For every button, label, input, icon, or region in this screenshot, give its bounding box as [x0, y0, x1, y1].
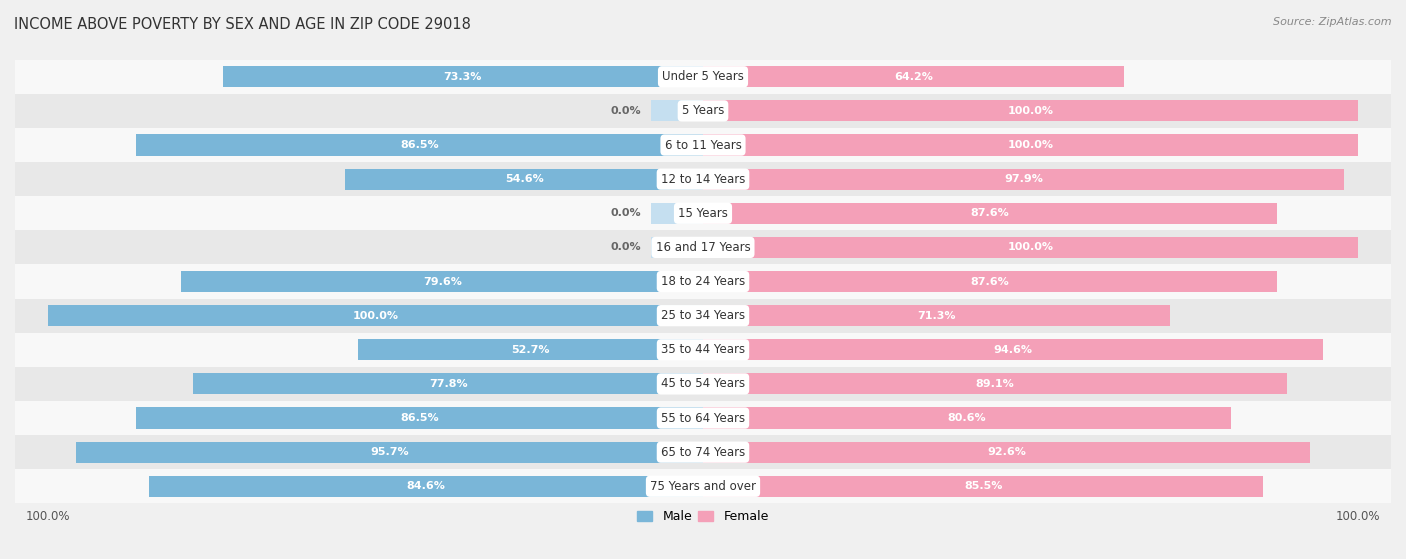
Bar — [15, 333, 1391, 367]
Bar — [15, 299, 1391, 333]
Text: 55 to 64 Years: 55 to 64 Years — [661, 411, 745, 424]
Text: 54.6%: 54.6% — [505, 174, 544, 184]
Text: 25 to 34 Years: 25 to 34 Years — [661, 309, 745, 322]
Bar — [703, 271, 1277, 292]
Text: 0.0%: 0.0% — [610, 209, 641, 218]
Bar — [181, 271, 703, 292]
Text: 73.3%: 73.3% — [444, 72, 482, 82]
Text: 0.0%: 0.0% — [610, 243, 641, 253]
Text: 71.3%: 71.3% — [917, 311, 956, 321]
Text: 100.0%: 100.0% — [353, 311, 398, 321]
Bar — [703, 169, 1344, 190]
Bar — [15, 401, 1391, 435]
Text: 65 to 74 Years: 65 to 74 Years — [661, 446, 745, 459]
Bar — [15, 60, 1391, 94]
Text: 100.0%: 100.0% — [1008, 140, 1053, 150]
Text: 87.6%: 87.6% — [970, 209, 1010, 218]
Bar — [703, 237, 1358, 258]
Bar — [703, 305, 1170, 326]
Bar — [222, 66, 703, 87]
Bar — [703, 66, 1123, 87]
Text: Under 5 Years: Under 5 Years — [662, 70, 744, 83]
Bar — [703, 373, 1286, 395]
Text: 80.6%: 80.6% — [948, 413, 987, 423]
Bar — [193, 373, 703, 395]
Text: 87.6%: 87.6% — [970, 277, 1010, 287]
Text: 5 Years: 5 Years — [682, 105, 724, 117]
Text: 16 and 17 Years: 16 and 17 Years — [655, 241, 751, 254]
Text: 85.5%: 85.5% — [965, 481, 1002, 491]
Bar — [15, 264, 1391, 299]
Text: 75 Years and over: 75 Years and over — [650, 480, 756, 493]
Text: 6 to 11 Years: 6 to 11 Years — [665, 139, 741, 151]
Bar — [15, 128, 1391, 162]
Text: 84.6%: 84.6% — [406, 481, 446, 491]
Text: 89.1%: 89.1% — [976, 379, 1014, 389]
Bar — [15, 435, 1391, 469]
Text: 77.8%: 77.8% — [429, 379, 467, 389]
Text: 79.6%: 79.6% — [423, 277, 461, 287]
Bar — [15, 367, 1391, 401]
Bar — [703, 135, 1358, 155]
Text: 64.2%: 64.2% — [894, 72, 932, 82]
Text: 97.9%: 97.9% — [1004, 174, 1043, 184]
Bar — [703, 442, 1310, 463]
Text: 45 to 54 Years: 45 to 54 Years — [661, 377, 745, 390]
Bar — [136, 408, 703, 429]
Bar — [48, 305, 703, 326]
Bar — [149, 476, 703, 497]
Text: 94.6%: 94.6% — [994, 345, 1032, 355]
Bar — [15, 230, 1391, 264]
Bar — [651, 100, 703, 121]
Bar — [76, 442, 703, 463]
Text: 12 to 14 Years: 12 to 14 Years — [661, 173, 745, 186]
Text: 0.0%: 0.0% — [610, 106, 641, 116]
Bar — [15, 196, 1391, 230]
Bar — [703, 408, 1232, 429]
Text: 52.7%: 52.7% — [512, 345, 550, 355]
Bar — [357, 339, 703, 361]
Text: 86.5%: 86.5% — [401, 140, 439, 150]
Text: 100.0%: 100.0% — [1008, 243, 1053, 253]
Bar — [15, 162, 1391, 196]
Bar — [136, 135, 703, 155]
Text: 100.0%: 100.0% — [1008, 106, 1053, 116]
Text: 86.5%: 86.5% — [401, 413, 439, 423]
Text: 15 Years: 15 Years — [678, 207, 728, 220]
Bar — [651, 203, 703, 224]
Text: Source: ZipAtlas.com: Source: ZipAtlas.com — [1274, 17, 1392, 27]
Bar — [703, 476, 1263, 497]
Bar — [15, 94, 1391, 128]
Text: INCOME ABOVE POVERTY BY SEX AND AGE IN ZIP CODE 29018: INCOME ABOVE POVERTY BY SEX AND AGE IN Z… — [14, 17, 471, 32]
Bar — [346, 169, 703, 190]
Bar — [703, 100, 1358, 121]
Legend: Male, Female: Male, Female — [633, 505, 773, 528]
Bar — [703, 339, 1323, 361]
Bar — [703, 203, 1277, 224]
Text: 35 to 44 Years: 35 to 44 Years — [661, 343, 745, 356]
Text: 18 to 24 Years: 18 to 24 Years — [661, 275, 745, 288]
Bar — [15, 469, 1391, 503]
Bar — [651, 237, 703, 258]
Text: 95.7%: 95.7% — [370, 447, 409, 457]
Text: 92.6%: 92.6% — [987, 447, 1026, 457]
